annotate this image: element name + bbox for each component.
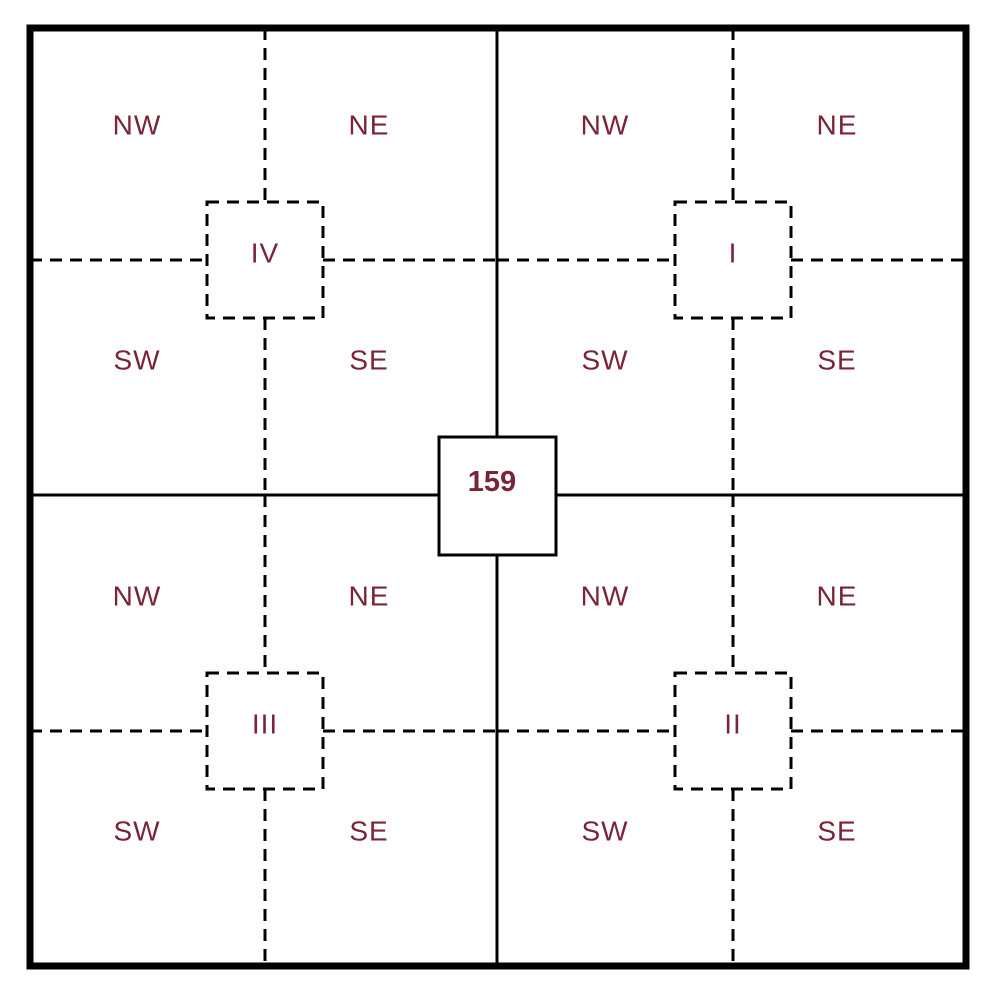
cell-label-sw: SW: [113, 815, 160, 846]
cell-label-nw: NW: [113, 109, 162, 140]
dashed-box: [673, 200, 793, 320]
cell-label-nw: NW: [581, 580, 630, 611]
quadrant-numeral: I: [729, 237, 738, 268]
quadrant-nw: IV NW NE SW SE: [30, 28, 497, 495]
dashed-box: [673, 671, 793, 791]
dashed-box: [205, 671, 325, 791]
cell-label-sw: SW: [581, 815, 628, 846]
center-label: 159: [468, 466, 516, 498]
center-box: [437, 435, 558, 557]
cell-label-ne: NE: [349, 109, 390, 140]
cell-label-se: SE: [349, 344, 388, 375]
cell-label-nw: NW: [581, 109, 630, 140]
dashed-box: [205, 200, 325, 320]
quadrant-numeral: II: [724, 708, 742, 739]
quadrant-se: II NW NE SW SE: [497, 495, 966, 966]
cell-label-ne: NE: [817, 580, 858, 611]
cell-label-se: SE: [349, 815, 388, 846]
quadrant-ne: I NW NE SW SE: [497, 28, 966, 495]
quadrant-numeral: III: [252, 708, 278, 739]
cell-label-nw: NW: [113, 580, 162, 611]
quadrant-numeral: IV: [251, 237, 279, 268]
cell-label-ne: NE: [349, 580, 390, 611]
cell-label-se: SE: [817, 344, 856, 375]
quadrant-sw: III NW NE SW SE: [30, 495, 497, 966]
cell-label-se: SE: [817, 815, 856, 846]
cell-label-sw: SW: [113, 344, 160, 375]
cell-label-sw: SW: [581, 344, 628, 375]
cell-label-ne: NE: [817, 109, 858, 140]
